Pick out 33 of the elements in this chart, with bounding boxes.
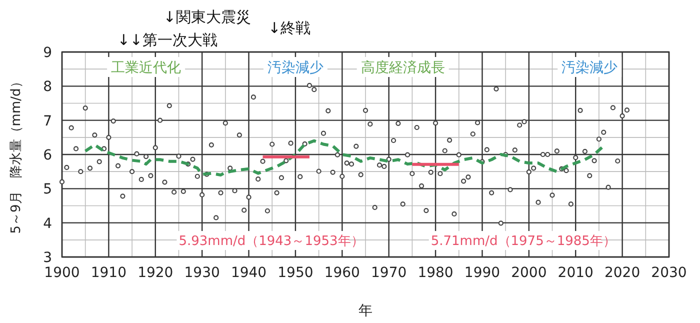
y-tick-label: 8	[43, 79, 52, 96]
y-tick-label: 6	[43, 148, 52, 164]
annotation: 5.93mm/d（1943～1953年）	[178, 234, 364, 249]
line-series	[84, 139, 606, 176]
y-tick-label: 3	[43, 250, 52, 266]
annotation: 5.71mm/d（1975～1985年）	[430, 234, 616, 249]
y-tick-label: 5	[43, 182, 52, 198]
x-tick-label: 2000	[511, 265, 547, 281]
x-tick-label: 1960	[324, 265, 360, 281]
y-tick-label: 4	[43, 216, 52, 232]
annotation: 高度経済成長	[360, 60, 445, 76]
x-axis-title: 年	[358, 303, 372, 319]
y-tick-label: 7	[43, 113, 52, 130]
x-tick-label: 2030	[651, 265, 687, 281]
x-tick-label: 1920	[138, 265, 174, 281]
x-tick-label: 2010	[558, 265, 594, 281]
y-axis-title: 5～9月 降水量（mm/d）	[9, 75, 24, 234]
x-tick-label: 1950	[278, 265, 314, 281]
x-tick-label: 2020	[604, 265, 640, 281]
x-tick-label: 1970	[371, 265, 407, 281]
annotation: 汚染減少	[267, 60, 324, 76]
x-tick-label: 1990	[464, 265, 500, 281]
text: ↓↓第一次大戦	[117, 31, 218, 49]
x-tick-label: 1910	[90, 265, 127, 281]
annotation: 汚染減少	[562, 60, 618, 76]
x-tick-label: 1930	[184, 265, 220, 281]
annotation: 工業近代化	[111, 60, 182, 76]
x-tick-label: 1980	[418, 265, 454, 281]
text: ↓関東大震災	[163, 8, 251, 26]
text: ↓終戦	[268, 19, 311, 37]
x-tick-label: 1940	[230, 265, 267, 281]
x-tick-label: 1900	[44, 265, 80, 281]
y-tick-label: 9	[43, 45, 52, 61]
